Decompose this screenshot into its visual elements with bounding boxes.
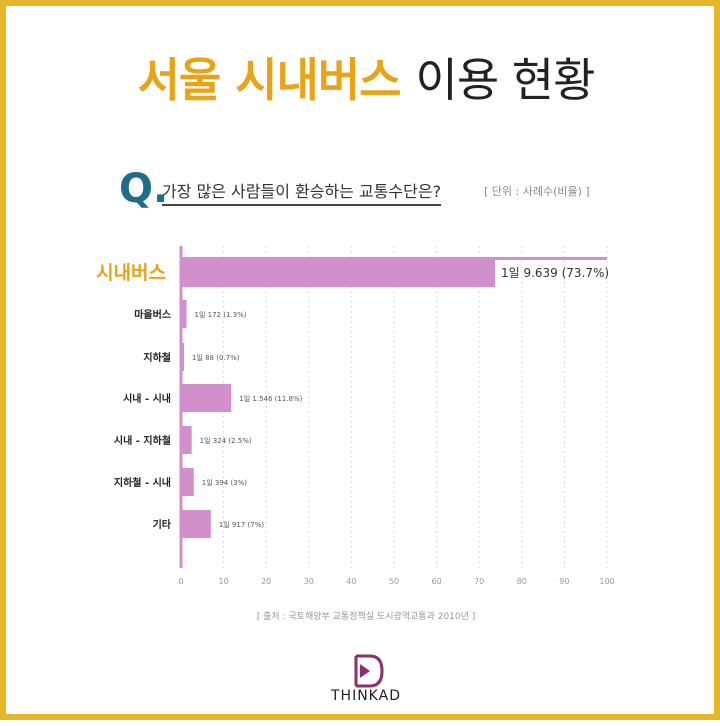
x-tick-label: 80 — [517, 577, 527, 586]
x-tick-label: 40 — [346, 577, 356, 586]
bar — [181, 300, 187, 328]
data-label: 1일 9.639 (73.7%) — [501, 266, 609, 280]
source-caption: [ 출처 : 국토해양부 교통정책실 도시광역교통과 2010년 ] — [256, 612, 476, 622]
bar — [181, 426, 192, 454]
data-label: 1일 917 (7%) — [219, 520, 265, 529]
logo-icon — [354, 654, 384, 688]
x-tick-label: 70 — [474, 577, 484, 586]
bar — [181, 468, 194, 496]
data-label: 1일 1.546 (11.8%) — [239, 394, 302, 403]
bar — [181, 257, 495, 287]
page-title: 서울 시내버스 이용 현황 — [6, 44, 720, 110]
category-label: 기타 — [153, 518, 172, 531]
x-tick-label: 100 — [599, 577, 614, 586]
x-tick-label: 20 — [261, 577, 271, 586]
x-tick-label: 0 — [178, 577, 183, 586]
title-rest: 이용 현황 — [415, 53, 596, 107]
bar — [181, 384, 232, 412]
logo-text: THINKAD — [331, 688, 401, 704]
x-tick-label: 30 — [304, 577, 314, 586]
category-label: 시내 - 시내 — [123, 392, 171, 405]
x-tick-label: 60 — [432, 577, 442, 586]
data-label: 1일 394 (3%) — [202, 478, 248, 487]
question-mark-label: Q. — [119, 166, 169, 212]
category-label: 마을버스 — [134, 308, 171, 321]
title-highlight: 서울 시내버스 — [137, 53, 402, 107]
bar — [181, 510, 211, 538]
category-label: 지하철 — [143, 351, 171, 364]
thinkad-logo: THINKAD — [324, 652, 408, 712]
data-label: 1일 324 (2.5%) — [200, 436, 252, 445]
bar-chart: 0 10 20 30 40 50 60 70 80 90 100 시내버스 1일 9.639 (73.7… — [96, 246, 615, 586]
data-label: 1일 88 (0.7%) — [192, 353, 240, 362]
data-label: 1일 172 (1.3%) — [195, 310, 247, 319]
bar-cap — [494, 257, 607, 260]
category-label: 지하철 - 시내 — [114, 476, 171, 489]
category-label: 시내버스 — [96, 262, 166, 284]
x-tick-label: 90 — [559, 577, 569, 586]
category-label: 시내 - 지하철 — [114, 434, 171, 447]
unit-label: [ 단위 : 사례수(비율) ] — [484, 185, 590, 198]
question-text: 가장 많은 사람들이 환승하는 교통수단은? — [162, 178, 442, 206]
x-tick-label: 50 — [389, 577, 399, 586]
x-tick-label: 10 — [219, 577, 229, 586]
